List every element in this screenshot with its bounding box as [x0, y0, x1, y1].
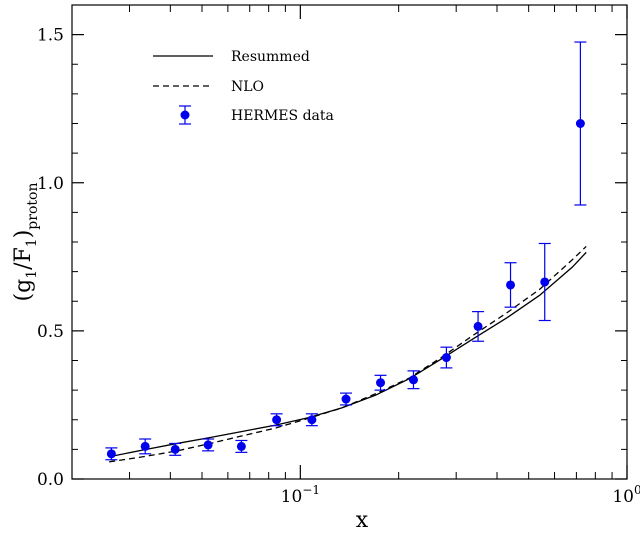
data-marker	[140, 441, 150, 451]
data-marker	[575, 119, 585, 128]
y-title-sub3: proton	[25, 183, 41, 230]
major-ticks	[72, 5, 628, 480]
hermes-data-point	[202, 438, 215, 452]
hermes-data-point	[169, 442, 182, 456]
legend-resummed-label: Resummed	[231, 49, 310, 65]
y-title-part3: )	[11, 230, 36, 239]
hermes-data-point	[235, 439, 248, 453]
hermes-data-point	[472, 311, 485, 342]
legend-nlo-label: NLO	[231, 79, 264, 95]
nlo-curve	[109, 245, 587, 463]
data-marker	[272, 415, 282, 425]
data-marker	[106, 449, 116, 459]
data-marker	[540, 277, 550, 287]
legend-hermes-swatch	[179, 105, 191, 125]
y-tick-label: 0.0	[37, 470, 64, 490]
data-marker	[307, 415, 317, 425]
data-marker	[408, 375, 418, 385]
data-marker	[376, 378, 386, 388]
hermes-data-point	[504, 262, 517, 308]
y-title-part1: (g	[11, 279, 36, 302]
y-tick-label: 1.0	[37, 174, 64, 194]
series-lines	[109, 245, 587, 463]
hermes-data-point	[139, 438, 152, 455]
hermes-data-point	[340, 392, 353, 406]
data-marker	[236, 441, 246, 451]
legend-hermes-label: HERMES data	[231, 108, 334, 124]
hermes-data-point	[105, 447, 118, 461]
hermes-data-point	[574, 41, 587, 206]
minor-ticks	[71, 5, 627, 479]
hermes-data-point	[407, 370, 420, 390]
data-marker	[473, 321, 483, 331]
legend: Resummed NLO HERMES data	[153, 49, 334, 125]
y-tick-label: 1.5	[37, 26, 64, 46]
plot-frame	[71, 4, 628, 480]
y-title-sub1: 1	[24, 270, 40, 279]
data-marker	[203, 440, 213, 450]
data-marker	[170, 444, 180, 454]
hermes-data-point	[305, 413, 318, 427]
data-marker	[441, 353, 451, 363]
data-marker	[506, 280, 516, 290]
x-axis-title: x	[356, 508, 369, 533]
x-tick-labels: 10−1 100	[281, 483, 640, 507]
y-axis-title: (g1/F1)proton	[11, 183, 41, 302]
x-tick-label: 100	[612, 483, 640, 507]
hermes-data-point	[440, 346, 453, 369]
y-tick-label: 0.5	[37, 322, 64, 342]
y-tick-labels: 0.0 0.5 1.0 1.5	[37, 26, 64, 490]
hermes-data-point	[270, 413, 283, 427]
resummed-curve	[109, 251, 587, 458]
y-title-part2: /F	[11, 247, 36, 270]
y-title-sub2: 1	[24, 238, 40, 247]
x-tick-label: 10−1	[281, 483, 320, 507]
hermes-data-point	[374, 374, 387, 391]
hermes-data-point	[538, 242, 551, 322]
data-marker	[341, 394, 351, 404]
data-points	[105, 41, 587, 461]
